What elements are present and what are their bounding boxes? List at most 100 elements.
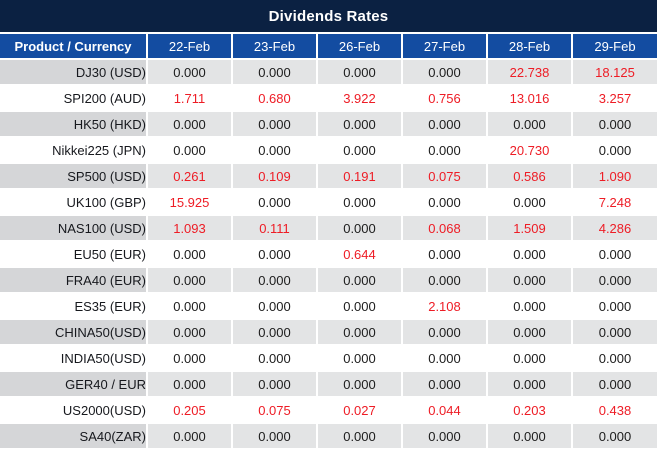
value-cell: 0.109 [231, 162, 318, 190]
table-row: INDIA50(USD) 0.000 0.000 0.000 0.000 0.000 0.… [0, 344, 657, 372]
value-cell: 0.000 [571, 110, 657, 138]
value-cell: 0.000 [401, 136, 488, 164]
table-row: FRA40 (EUR) 0.000 0.000 0.000 0.000 0.000 0.0… [0, 266, 657, 294]
value-cell: 0.000 [401, 240, 488, 268]
value-cell: 0.000 [571, 344, 657, 372]
value-cell: 0.000 [316, 110, 403, 138]
value-cell: 0.000 [571, 422, 657, 450]
value-cell: 0.000 [146, 292, 233, 320]
product-label: DJ30 (USD) [0, 58, 148, 86]
value-cell: 0.000 [316, 266, 403, 294]
value-cell: 0.000 [231, 344, 318, 372]
product-label: CHINA50(USD) [0, 318, 148, 346]
value-cell: 0.000 [146, 344, 233, 372]
product-label: UK100 (GBP) [0, 188, 148, 216]
value-cell: 0.000 [231, 370, 318, 398]
value-cell: 3.257 [571, 84, 657, 112]
value-cell: 0.000 [146, 58, 233, 86]
column-header-date-1: 22-Feb [146, 32, 233, 60]
value-cell: 0.680 [231, 84, 318, 112]
value-cell: 0.000 [571, 318, 657, 346]
product-label: Nikkei225 (JPN) [0, 136, 148, 164]
product-label: HK50 (HKD) [0, 110, 148, 138]
value-cell: 0.068 [401, 214, 488, 242]
column-header-date-6: 29-Feb [571, 32, 657, 60]
product-label: GER40 / EUR [0, 370, 148, 398]
value-cell: 0.000 [316, 214, 403, 242]
value-cell: 0.000 [146, 422, 233, 450]
table-row: Nikkei225 (JPN) 0.000 0.000 0.000 0.000 20.7… [0, 136, 657, 164]
value-cell: 0.000 [146, 318, 233, 346]
product-label: SA40(ZAR) [0, 422, 148, 450]
value-cell: 0.000 [316, 136, 403, 164]
value-cell: 0.000 [571, 292, 657, 320]
value-cell: 0.205 [146, 396, 233, 424]
value-cell: 0.000 [486, 292, 573, 320]
column-header-date-4: 27-Feb [401, 32, 488, 60]
value-cell: 0.000 [231, 188, 318, 216]
table-row: HK50 (HKD) 0.000 0.000 0.000 0.000 0.000 0.00… [0, 110, 657, 138]
value-cell: 0.000 [401, 422, 488, 450]
value-cell: 0.000 [231, 240, 318, 268]
product-label: FRA40 (EUR) [0, 266, 148, 294]
value-cell: 0.000 [486, 266, 573, 294]
value-cell: 0.000 [401, 370, 488, 398]
table-row: SPI200 (AUD) 1.711 0.680 3.922 0.756 13.016 3… [0, 84, 657, 112]
value-cell: 3.922 [316, 84, 403, 112]
value-cell: 20.730 [486, 136, 573, 164]
value-cell: 0.000 [401, 318, 488, 346]
value-cell: 0.000 [316, 422, 403, 450]
table-row: US2000(USD) 0.205 0.075 0.027 0.044 0.203 0.4… [0, 396, 657, 424]
value-cell: 0.000 [486, 110, 573, 138]
value-cell: 0.586 [486, 162, 573, 190]
value-cell: 0.075 [231, 396, 318, 424]
table-row: DJ30 (USD) 0.000 0.000 0.000 0.000 22.738 18.… [0, 58, 657, 86]
value-cell: 0.000 [486, 240, 573, 268]
table-row: CHINA50(USD) 0.000 0.000 0.000 0.000 0.000 0.… [0, 318, 657, 346]
value-cell: 15.925 [146, 188, 233, 216]
value-cell: 7.248 [571, 188, 657, 216]
value-cell: 0.000 [486, 318, 573, 346]
value-cell: 0.000 [316, 370, 403, 398]
value-cell: 13.016 [486, 84, 573, 112]
value-cell: 0.644 [316, 240, 403, 268]
value-cell: 4.286 [571, 214, 657, 242]
value-cell: 0.000 [571, 240, 657, 268]
value-cell: 0.000 [571, 136, 657, 164]
value-cell: 0.000 [401, 266, 488, 294]
value-cell: 0.000 [316, 318, 403, 346]
value-cell: 0.000 [146, 266, 233, 294]
value-cell: 0.000 [316, 188, 403, 216]
value-cell: 0.000 [316, 292, 403, 320]
table-row: EU50 (EUR) 0.000 0.000 0.644 0.000 0.000 0.00… [0, 240, 657, 268]
table-row: GER40 / EUR 0.000 0.000 0.000 0.000 0.000 0.0… [0, 370, 657, 398]
value-cell: 0.000 [401, 344, 488, 372]
value-cell: 0.000 [486, 188, 573, 216]
value-cell: 0.000 [231, 266, 318, 294]
product-label: EU50 (EUR) [0, 240, 148, 268]
product-label: SP500 (USD) [0, 162, 148, 190]
value-cell: 0.000 [486, 370, 573, 398]
value-cell: 0.000 [571, 370, 657, 398]
value-cell: 18.125 [571, 58, 657, 86]
table-header: Product / Currency 22-Feb 23-Feb 26-Feb … [0, 32, 657, 60]
value-cell: 0.000 [231, 110, 318, 138]
value-cell: 0.000 [486, 422, 573, 450]
value-cell: 22.738 [486, 58, 573, 86]
value-cell: 0.000 [571, 266, 657, 294]
value-cell: 0.000 [146, 110, 233, 138]
value-cell: 0.000 [401, 188, 488, 216]
value-cell: 0.000 [486, 344, 573, 372]
column-header-date-5: 28-Feb [486, 32, 573, 60]
table-row: NAS100 (USD) 1.093 0.111 0.000 0.068 1.509 4.… [0, 214, 657, 242]
table-row: SP500 (USD) 0.261 0.109 0.191 0.075 0.586 1.0… [0, 162, 657, 190]
table-title: Dividends Rates [0, 0, 657, 32]
value-cell: 0.000 [146, 370, 233, 398]
product-label: US2000(USD) [0, 396, 148, 424]
value-cell: 0.000 [231, 422, 318, 450]
table-row: UK100 (GBP) 15.925 0.000 0.000 0.000 0.000 7.… [0, 188, 657, 216]
product-label: NAS100 (USD) [0, 214, 148, 242]
dividends-table: Product / Currency 22-Feb 23-Feb 26-Feb … [0, 32, 657, 450]
header-row: Product / Currency 22-Feb 23-Feb 26-Feb … [0, 32, 657, 60]
